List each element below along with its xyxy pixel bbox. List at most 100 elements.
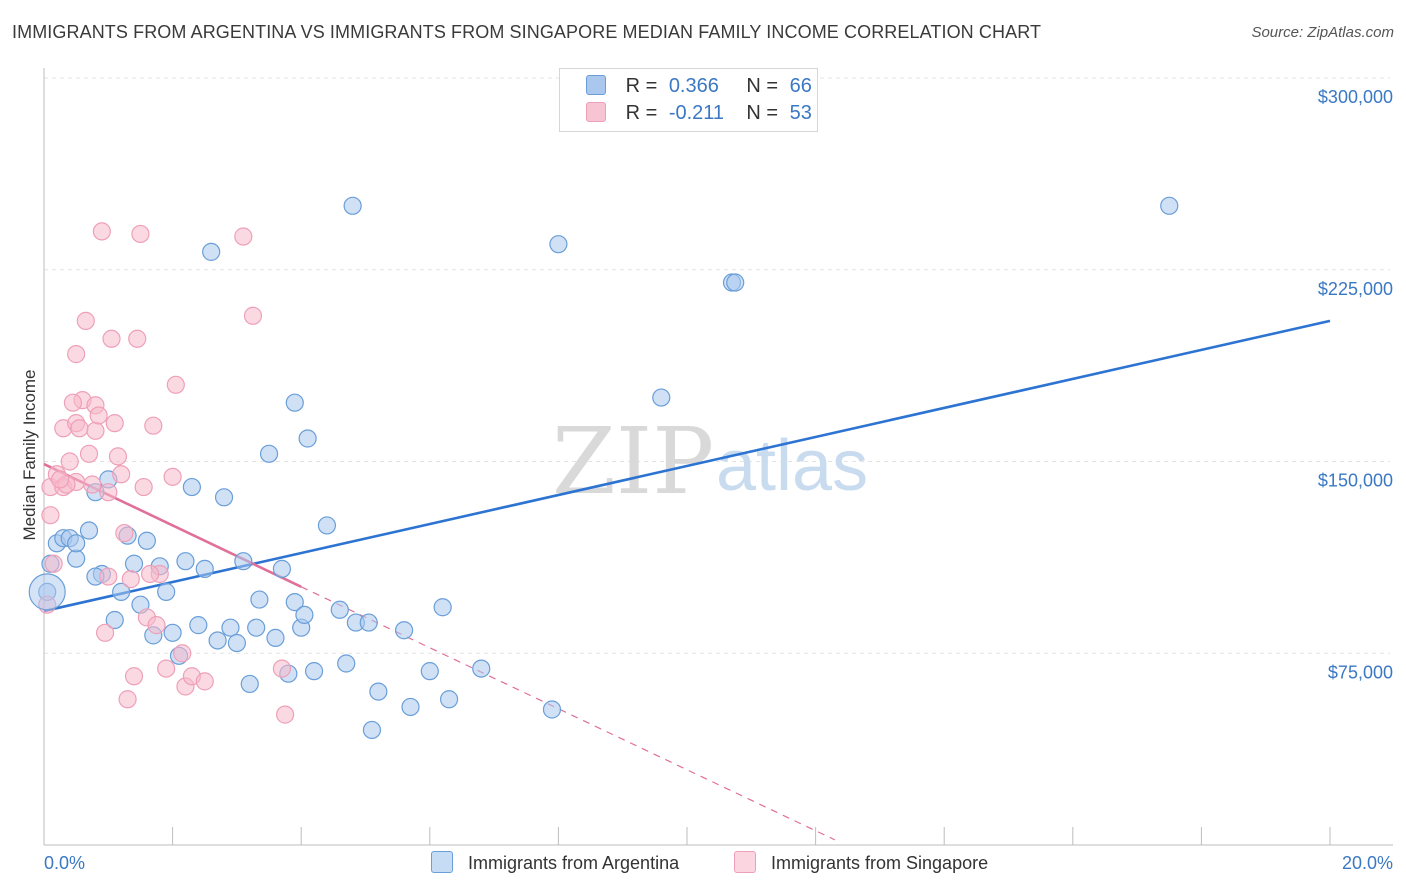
point-argentina xyxy=(105,610,124,630)
point-argentina xyxy=(433,598,452,617)
point-singapore xyxy=(157,659,176,678)
point-argentina xyxy=(266,628,285,648)
point-singapore xyxy=(92,222,111,241)
point-singapore xyxy=(108,447,128,466)
legend-row-argentina: R = 0.366 N = 66 xyxy=(586,75,812,101)
point-argentina xyxy=(67,549,86,568)
point-argentina xyxy=(295,605,314,625)
bottom-legend-swatch-pink xyxy=(734,851,756,873)
point-argentina xyxy=(250,590,269,609)
trend-line-singapore-extrapolated xyxy=(300,586,836,841)
point-argentina xyxy=(420,662,439,681)
y-tick-label: $225,000 xyxy=(1318,279,1393,299)
point-argentina xyxy=(227,633,246,653)
bottom-legend-label: Immigrants from Argentina xyxy=(468,853,680,873)
watermark: ZIP atlas xyxy=(552,408,868,515)
point-argentina xyxy=(202,242,221,261)
point-singapore xyxy=(166,375,185,394)
point-singapore xyxy=(76,311,95,330)
legend-n-value: 66 xyxy=(789,75,812,97)
point-argentina-cluster xyxy=(28,573,66,611)
point-singapore xyxy=(134,477,153,497)
point-argentina xyxy=(182,477,201,497)
point-singapore xyxy=(163,467,182,486)
point-argentina xyxy=(542,700,562,719)
point-argentina xyxy=(247,618,266,637)
point-singapore xyxy=(83,475,102,494)
legend-r-value: 0.366 xyxy=(668,75,719,97)
y-tick-label: $300,000 xyxy=(1318,87,1393,107)
point-singapore xyxy=(60,452,79,471)
point-singapore xyxy=(99,567,118,586)
point-argentina xyxy=(726,273,745,292)
legend-swatch-pink xyxy=(586,102,606,122)
point-singapore xyxy=(118,690,137,709)
point-singapore xyxy=(272,659,292,678)
point-argentina xyxy=(163,623,182,642)
point-argentina xyxy=(330,600,349,619)
point-singapore xyxy=(41,506,60,525)
chart-title: IMMIGRANTS FROM ARGENTINA VS IMMIGRANTS … xyxy=(12,22,1042,42)
point-argentina xyxy=(259,444,279,463)
point-argentina xyxy=(1160,196,1179,215)
point-argentina xyxy=(176,552,195,571)
legend-r-label: R = xyxy=(625,75,658,97)
point-argentina xyxy=(272,559,292,578)
point-singapore xyxy=(140,564,160,584)
point-argentina xyxy=(343,196,362,215)
point-argentina xyxy=(401,697,420,717)
point-singapore xyxy=(112,465,131,484)
point-argentina xyxy=(285,393,304,412)
point-argentina xyxy=(337,654,356,673)
x-tick-labels: 0.0% 20.0% xyxy=(44,853,1393,873)
point-singapore xyxy=(195,672,214,691)
point-singapore xyxy=(128,329,147,348)
point-argentina xyxy=(67,534,86,553)
point-argentina xyxy=(79,521,99,540)
point-singapore xyxy=(276,705,295,724)
watermark-atlas: atlas xyxy=(716,426,868,506)
point-argentina xyxy=(394,621,414,640)
trend-line-argentina xyxy=(43,319,1331,613)
point-argentina xyxy=(472,659,491,678)
point-argentina xyxy=(304,662,324,681)
point-singapore xyxy=(79,444,99,463)
point-argentina xyxy=(549,235,568,254)
y-tick-labels: $75,000 $150,000 $225,000 $300,000 xyxy=(1318,87,1393,682)
point-singapore xyxy=(147,616,166,635)
point-singapore xyxy=(89,406,108,425)
bottom-legend-singapore: Immigrants from Singapore xyxy=(734,851,988,874)
point-argentina xyxy=(124,554,144,573)
y-tick-label: $150,000 xyxy=(1318,471,1393,491)
point-argentina xyxy=(112,582,131,601)
point-argentina xyxy=(298,429,317,448)
point-singapore xyxy=(234,227,253,246)
point-singapore xyxy=(131,224,150,244)
point-argentina xyxy=(369,682,388,701)
data-points xyxy=(28,196,1179,740)
point-argentina xyxy=(195,559,214,578)
bottom-legend-swatch-blue xyxy=(431,851,453,873)
point-singapore xyxy=(124,667,144,686)
point-argentina xyxy=(189,616,208,635)
point-singapore xyxy=(115,523,134,543)
point-argentina xyxy=(221,618,240,637)
point-singapore xyxy=(95,623,115,642)
legend-swatch-blue xyxy=(586,75,606,95)
point-argentina xyxy=(240,674,259,694)
point-argentina xyxy=(214,488,234,507)
point-argentina xyxy=(234,552,253,571)
legend-r-label: R = xyxy=(625,102,658,124)
point-argentina xyxy=(157,582,176,601)
watermark-zip: ZIP xyxy=(552,408,714,515)
axes xyxy=(43,68,1393,846)
point-singapore xyxy=(173,644,192,663)
point-argentina xyxy=(359,613,378,632)
point-argentina xyxy=(652,388,671,407)
legend-r-value: -0.211 xyxy=(668,102,725,124)
point-singapore xyxy=(243,306,263,325)
point-argentina xyxy=(439,690,459,709)
point-singapore xyxy=(144,416,163,435)
point-singapore xyxy=(67,345,86,364)
